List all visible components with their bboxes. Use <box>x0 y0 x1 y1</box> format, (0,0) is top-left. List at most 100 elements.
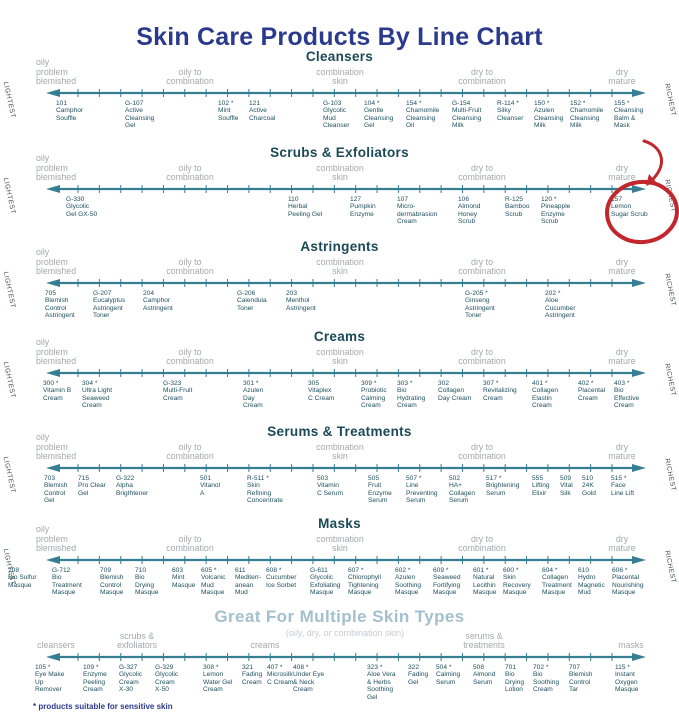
product-label: G-323 Multi-Fruit Cream <box>163 380 193 402</box>
product-label: 715 Pro Clear Gel <box>78 475 106 497</box>
product-label: 603 Mint Masque <box>172 567 196 589</box>
skin-type-label: dry to combination <box>458 66 506 87</box>
skin-type-label: oily problem blemished <box>36 56 77 87</box>
skin-type-label: oily to combination <box>166 346 214 367</box>
skin-type-label: oily problem blemished <box>36 431 77 462</box>
product-label: 121 Active Charcoal <box>249 100 276 122</box>
product-label: 707 Blemish Control Tar <box>569 664 593 694</box>
product-label: 606 * Placental Nourishing Masque <box>612 567 644 597</box>
product-label: G-611 Glycolic Exfoliating Masque <box>310 567 341 597</box>
product-label: 204 Camphor Astringent <box>143 290 173 312</box>
product-label: G-154 Multi-Fruit Cleansing Milk <box>452 100 482 130</box>
skin-type-label: dry mature <box>608 346 636 367</box>
product-label: 402 * Placental Cream <box>578 380 606 402</box>
product-label: G-330 Glycolic Gel GX-50 <box>66 196 98 218</box>
axis-arrow-right <box>632 279 646 287</box>
product-label: 607 * Chlorophyll Tightening Masque <box>348 567 381 597</box>
axis-line <box>46 653 646 661</box>
skin-type-label: combination skin <box>316 441 364 462</box>
skin-type-label: oily to combination <box>166 533 214 554</box>
skin-type-label: oily problem blemished <box>36 246 77 277</box>
product-label: 701 Bio Drying Lotion <box>505 664 525 694</box>
product-label: 154 * Chamomile Cleansing Oil <box>406 100 440 130</box>
product-label: G-322 Alpha Brigthtener <box>116 475 149 497</box>
section-subtitle: (oily, dry, or combination skin) <box>285 628 405 638</box>
product-label: R-114 * Silky Cleanser <box>497 100 524 122</box>
section-title: Creams <box>313 329 366 344</box>
category-label: cleansers <box>37 640 75 651</box>
section-title: Great For Multiple Skin Types <box>214 607 465 626</box>
product-label: 703 Blemish Control Gel <box>44 475 68 505</box>
page-title: Skin Care Products By Line Chart <box>136 22 543 51</box>
product-label: 508 Almond Serum <box>473 664 496 686</box>
product-label: 107 Micro- dermabrasion Cream <box>397 196 438 226</box>
section-scrubs-exfoliators: Scrubs & Exfoliators oily problem blemish… <box>0 139 679 239</box>
product-label: G-207 Eucalyptus Astringent Toner <box>93 290 126 320</box>
product-label: G-107 Active Cleansing Gel <box>125 100 155 130</box>
section-astringents: Astringents oily problem blemished oily to… <box>0 233 679 333</box>
skin-type-label: dry mature <box>608 256 636 277</box>
section-cleansers: Cleansers oily problem blemished oily to c… <box>0 43 679 143</box>
skin-type-label: combination skin <box>316 162 364 183</box>
product-label: 605 * Volcanic Mud Masque <box>201 567 226 597</box>
skin-type-label: dry to combination <box>458 256 506 277</box>
product-label: 309 * Probiotic Calming Cream <box>361 380 387 410</box>
product-label: 609 * Seaweed Fortifying Masque <box>433 567 461 597</box>
skin-type-label: combination skin <box>316 66 364 87</box>
product-label: R-511 * Skin Refining Concentrate <box>247 475 283 505</box>
product-label: 127 Pumpkin Enzyme <box>350 196 376 218</box>
axis-arrow-left <box>46 185 60 193</box>
axis-arrow-left <box>46 464 60 472</box>
product-label: 322 Fading Gel <box>408 664 429 686</box>
product-label: 401 * Collagen Elastin Cream <box>532 380 559 410</box>
section-masks: Masks oily problem blemished oily to combi… <box>0 510 679 610</box>
product-label: 323 * Aloe Vera & Herbs Soothing Gel <box>367 664 396 701</box>
product-label: 157 Lemon Sugar Scrub <box>611 196 648 218</box>
product-label: 608 * Cucumber Ice Sorbet <box>266 567 297 589</box>
product-label: 509 Vital Silk <box>560 475 573 497</box>
axis-arrow-left <box>46 369 60 377</box>
axis-line <box>46 185 646 193</box>
product-label: 602 * Azulen Soothing Masque <box>395 567 422 597</box>
skin-type-label: dry to combination <box>458 533 506 554</box>
product-label: 710 Bio Drying Masque <box>135 567 159 597</box>
skin-type-label: dry mature <box>608 66 636 87</box>
product-label: 304 * Ultra Light Seaweed Cream <box>82 380 113 410</box>
footnote: * products suitable for sensitive skin <box>33 702 173 711</box>
axis-arrow-right <box>632 653 646 661</box>
product-label: G-712 Bio Treatment Masque <box>52 567 82 597</box>
product-label: 115 * Instant Oxygen Masque <box>615 664 639 694</box>
product-label: 504 * Calming Serum <box>436 664 461 686</box>
product-label: 202 * Aloe Cucumber Astringent <box>545 290 576 320</box>
product-label: 709 Blemish Control Masque <box>100 567 124 597</box>
product-label: 408 * Under Eye & Neck Cream <box>293 664 325 694</box>
product-label: 515 * Face Line Lift <box>611 475 635 497</box>
section-title: Scrubs & Exfoliators <box>270 145 409 160</box>
product-label: G-103 Glycolic Mud Cleanser <box>323 100 350 130</box>
skin-type-label: dry mature <box>608 162 636 183</box>
product-label: 611 Mediterr- anean Mud <box>235 567 262 597</box>
product-label: 308 * Lemon Water Gel Cream <box>203 664 233 694</box>
axis-arrow-left <box>46 279 60 287</box>
axis-line <box>46 464 646 472</box>
axis-line <box>46 279 646 287</box>
skin-type-label: combination skin <box>316 256 364 277</box>
product-label: 708 Bio Sulfur Masque <box>8 567 37 589</box>
axis-line <box>46 89 646 97</box>
skin-type-label: oily to combination <box>166 162 214 183</box>
product-label: 507 * Line Preventing Serum <box>406 475 438 505</box>
section-title: Serums & Treatments <box>267 424 412 439</box>
axis-arrow-right <box>632 185 646 193</box>
product-label: 303 * Bio Hydrating Cream <box>397 380 426 410</box>
axis-arrow-left <box>46 89 60 97</box>
axis-arrow-right <box>632 464 646 472</box>
product-label: G-206 Calendula Toner <box>237 290 267 312</box>
product-label: 604 * Collagen Treatment Masque <box>542 567 572 597</box>
product-label: 307 * Revitalizing Cream <box>483 380 517 402</box>
axis-arrow-left <box>46 556 60 564</box>
axis-arrow-left <box>46 653 60 661</box>
skin-type-label: combination skin <box>316 346 364 367</box>
skin-type-label: combination skin <box>316 533 364 554</box>
product-label: 301 * Azulen Day Cream <box>243 380 264 410</box>
product-label: 155 * Cleansing Balm & Mask <box>614 100 644 130</box>
